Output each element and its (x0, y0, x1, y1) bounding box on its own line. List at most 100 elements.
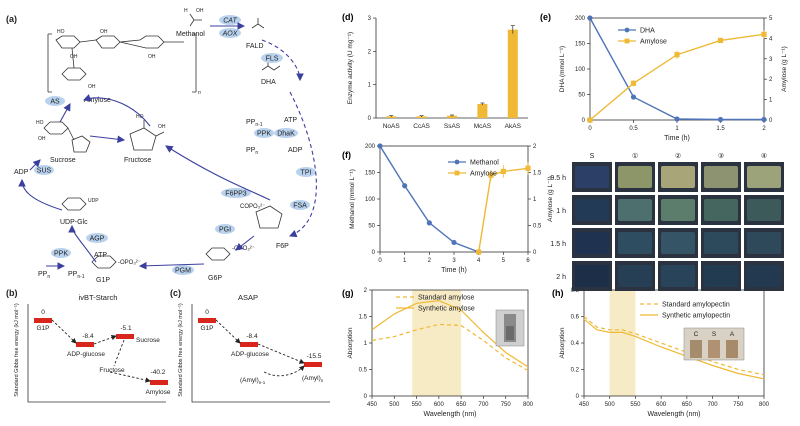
energy-c-title: ASAP (238, 293, 258, 302)
atp-label-bottom: ATP (94, 252, 107, 259)
y-tick-label: 0.4 (571, 341, 580, 347)
y2-tick-label: 2 (769, 77, 773, 83)
x-tick-label: 800 (523, 402, 534, 408)
y-tick-label: 1 (368, 83, 372, 89)
y2-tick-label: 5 (769, 16, 773, 22)
x-tick-label: 700 (478, 402, 489, 408)
fructose-structure-icon (129, 120, 165, 151)
energy-level (116, 334, 134, 339)
svg-text:FLS: FLS (266, 56, 279, 63)
svg-text:F6PP3: F6PP3 (225, 191, 247, 198)
svg-text:DhaK: DhaK (277, 131, 295, 138)
adp-label: ADP (14, 169, 29, 176)
x-tick-label: 4 (477, 258, 481, 264)
svg-text:(c): (c) (170, 288, 181, 298)
svg-text:COPO₃²⁻: COPO₃²⁻ (240, 204, 265, 210)
energy-value: 0 (205, 309, 209, 316)
y-tick-label: 0 (372, 250, 376, 256)
energy-level (304, 362, 322, 367)
series-line (589, 17, 764, 121)
data-point (402, 183, 408, 189)
y2-tick-label: 2 (533, 144, 537, 150)
x-tick-label: 0 (378, 258, 382, 264)
svg-text:OH: OH (158, 124, 166, 130)
fald-label: FALD (246, 43, 264, 50)
svg-text:HO: HO (36, 120, 44, 126)
y-tick-label: 200 (365, 144, 376, 150)
svg-text:PPn-1: PPn-1 (68, 271, 85, 280)
legend-label: Standard amylopectin (662, 302, 730, 309)
x-tick-label: 550 (412, 402, 423, 408)
svg-text:OH: OH (88, 84, 96, 90)
x-tick-label: SsAS (444, 123, 461, 130)
svg-text:TPI: TPI (301, 170, 312, 177)
x-tick-label: 1 (675, 126, 679, 132)
x-tick-label: McAS (474, 123, 492, 130)
inset-label: C (694, 331, 699, 338)
x-tick-label: 2 (428, 258, 432, 264)
svg-text:PGI: PGI (219, 227, 231, 234)
data-point (630, 94, 637, 100)
photo-row-label: 1.5 h (550, 241, 566, 248)
series-line (589, 33, 765, 121)
inset-vial-photo (495, 309, 525, 347)
bar (447, 115, 457, 118)
y-tick-label: 150 (365, 171, 376, 177)
fructose-label: Fructose (124, 157, 151, 164)
data-point (488, 172, 494, 178)
data-point (426, 220, 432, 226)
adp-label-top: ADP (288, 147, 303, 154)
x-axis-label: Wavelength (nm) (423, 411, 476, 418)
energy-value: -40.2 (151, 369, 166, 376)
y-tick-label: 0.5 (359, 368, 368, 374)
bar (477, 104, 488, 118)
panel-a: (a) HO OH OH OH OH Amylose n H OH Methan… (6, 8, 317, 284)
enzyme-agp: AGP (86, 233, 108, 243)
photo-column-label: S (590, 153, 595, 160)
energy-level (198, 318, 216, 323)
y-tick-label: 1 (364, 341, 368, 347)
energy-value: -15.5 (307, 353, 322, 360)
photo-row-label: 0.5 h (550, 175, 566, 182)
svg-text:OH: OH (100, 29, 108, 35)
svg-text:OH: OH (196, 8, 204, 14)
y-axis-label: Methanol (mmol L⁻¹) (349, 169, 356, 229)
enzyme-tpi: TPI (296, 167, 316, 177)
energy-level (150, 380, 168, 385)
plot-frame (589, 17, 765, 121)
x-tick-label: AkAS (505, 123, 522, 130)
bar (507, 29, 518, 119)
species-label: Sucrose (136, 337, 160, 344)
legend-label: DHA (640, 28, 655, 35)
svg-text:OH: OH (70, 54, 78, 60)
species-label: Amylose (146, 389, 171, 396)
enzyme-fsa: FSA (290, 200, 310, 210)
energy-value: -8.4 (82, 333, 94, 340)
y-tick-label: 0.6 (571, 315, 580, 321)
species-label: (Amyl)n (302, 375, 324, 383)
dha-label: DHA (261, 79, 276, 86)
enzyme-ppk-bottom: PPK (51, 248, 71, 258)
photo-column-label: ① (632, 152, 638, 160)
y-tick-label: 1.5 (359, 315, 368, 321)
svg-text:FSA: FSA (293, 203, 307, 210)
y2-tick-label: 4 (769, 36, 773, 42)
methanol-label: Methanol (176, 31, 205, 38)
svg-text:(h): (h) (552, 288, 564, 298)
x-tick-label: 6 (526, 258, 530, 264)
x-tick-label: 600 (656, 402, 667, 408)
x-tick-label: 3 (452, 258, 456, 264)
svg-text:HO: HO (136, 114, 144, 120)
x-tick-label: 650 (682, 402, 693, 408)
legend-label: Methanol (470, 160, 499, 167)
y-tick-label: 200 (575, 16, 586, 22)
enzyme-pgi: PGI (215, 224, 235, 234)
svg-text:(d): (d) (342, 12, 354, 22)
enzyme-dhak: DhaK (274, 128, 298, 138)
species-label: G1P (200, 325, 213, 332)
udp-label: UDP (88, 198, 99, 204)
y2-tick-label: 0.5 (533, 224, 542, 230)
x-tick-label: CcAS (413, 123, 430, 130)
f6p-structure-icon (255, 205, 283, 229)
x-tick-label: 600 (434, 402, 445, 408)
